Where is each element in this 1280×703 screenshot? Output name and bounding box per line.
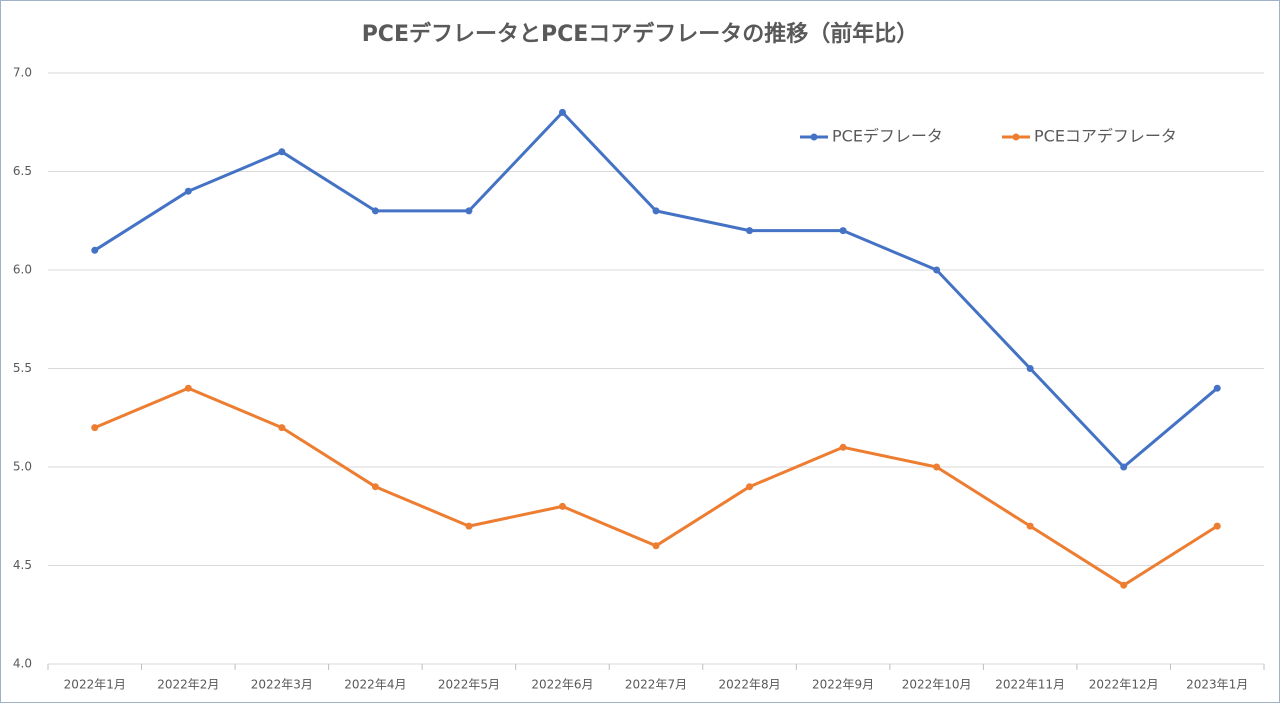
data-point (184, 187, 192, 195)
x-tick-label: 2022年3月 (251, 678, 313, 692)
data-point (91, 246, 99, 254)
data-point (652, 542, 660, 550)
data-point (91, 424, 99, 432)
x-tick-label: 2022年5月 (438, 678, 500, 692)
legend-label: PCEデフレータ (832, 127, 943, 146)
data-point (278, 424, 286, 432)
data-point (933, 463, 941, 471)
x-tick-label: 2022年8月 (718, 678, 780, 692)
x-tick-label: 2022年9月 (812, 678, 874, 692)
legend-marker (810, 133, 818, 141)
data-point (746, 227, 754, 235)
legend-label: PCEコアデフレータ (1034, 127, 1177, 146)
x-tick-label: 2022年2月 (157, 678, 219, 692)
y-tick-label: 6.5 (13, 164, 32, 178)
y-tick-label: 7.0 (13, 66, 32, 80)
x-tick-label: 2022年6月 (531, 678, 593, 692)
data-point (1120, 581, 1128, 589)
chart-title: PCEデフレータとPCEコアデフレータの推移（前年比） (362, 21, 919, 47)
data-point (465, 522, 473, 530)
data-point (558, 502, 566, 510)
data-point (839, 443, 847, 451)
x-tick-label: 2022年10月 (902, 678, 972, 692)
y-tick-label: 5.0 (13, 460, 32, 474)
x-tick-label: 2023年1月 (1186, 678, 1248, 692)
x-tick-label: 2022年4月 (344, 678, 406, 692)
data-point (1213, 384, 1221, 392)
data-point (278, 148, 286, 156)
data-point (652, 207, 660, 215)
data-point (1120, 463, 1128, 471)
data-point (1213, 522, 1221, 530)
x-tick-label: 2022年11月 (995, 678, 1065, 692)
data-point (933, 266, 941, 274)
y-tick-label: 6.0 (13, 263, 32, 277)
y-tick-label: 4.0 (13, 657, 32, 671)
data-point (1026, 522, 1034, 530)
y-tick-label: 4.5 (13, 558, 32, 572)
x-tick-label: 2022年12月 (1089, 678, 1159, 692)
data-point (839, 227, 847, 235)
data-point (1026, 365, 1034, 372)
legend-marker (1012, 133, 1020, 141)
x-tick-label: 2022年7月 (625, 678, 687, 692)
x-tick-label: 2022年1月 (64, 678, 126, 692)
data-point (371, 207, 379, 215)
data-point (746, 483, 754, 491)
data-point (184, 384, 192, 392)
data-point (371, 483, 379, 491)
data-point (465, 207, 473, 215)
data-point (558, 108, 566, 116)
y-tick-label: 5.5 (13, 361, 32, 375)
